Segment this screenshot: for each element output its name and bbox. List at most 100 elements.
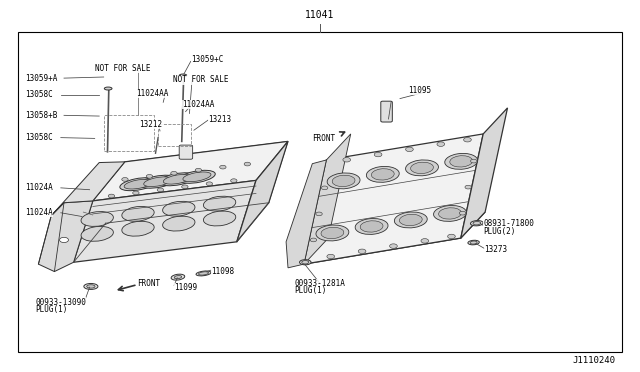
Text: 11024A: 11024A: [26, 208, 53, 217]
Text: PLUG(1): PLUG(1): [35, 305, 68, 314]
Ellipse shape: [438, 208, 461, 219]
Text: 11024AA: 11024AA: [136, 89, 168, 98]
Ellipse shape: [174, 276, 182, 279]
Text: FRONT: FRONT: [312, 134, 335, 143]
Ellipse shape: [104, 87, 112, 90]
Ellipse shape: [196, 271, 211, 276]
Circle shape: [220, 165, 226, 169]
Text: NOT FOR SALE: NOT FOR SALE: [173, 76, 228, 84]
Ellipse shape: [122, 221, 154, 236]
Ellipse shape: [327, 173, 360, 189]
Ellipse shape: [122, 206, 154, 221]
Polygon shape: [93, 141, 288, 201]
Text: 13058C: 13058C: [26, 133, 53, 142]
Ellipse shape: [204, 196, 236, 211]
Polygon shape: [74, 180, 256, 262]
Ellipse shape: [87, 285, 95, 288]
FancyBboxPatch shape: [179, 145, 193, 159]
Ellipse shape: [360, 221, 383, 232]
Text: 00933-1281A: 00933-1281A: [294, 279, 345, 288]
Polygon shape: [51, 162, 125, 216]
Ellipse shape: [394, 212, 428, 228]
Text: 13213: 13213: [208, 115, 231, 124]
Ellipse shape: [84, 283, 98, 289]
Ellipse shape: [120, 178, 157, 191]
Text: 00933-13090: 00933-13090: [35, 298, 86, 307]
Circle shape: [447, 234, 455, 239]
Circle shape: [465, 185, 471, 189]
Ellipse shape: [321, 227, 344, 238]
Polygon shape: [304, 212, 485, 264]
Ellipse shape: [406, 160, 438, 176]
Circle shape: [206, 182, 212, 186]
Circle shape: [108, 194, 115, 198]
Ellipse shape: [171, 274, 185, 280]
Circle shape: [421, 239, 429, 243]
Polygon shape: [237, 141, 288, 242]
Text: PLUG(2): PLUG(2): [483, 227, 516, 236]
Text: 11099: 11099: [174, 283, 197, 292]
Circle shape: [437, 142, 445, 146]
Ellipse shape: [332, 175, 355, 186]
Text: 13058C: 13058C: [26, 90, 53, 99]
Circle shape: [230, 179, 237, 183]
Ellipse shape: [140, 175, 176, 188]
Text: 11024A: 11024A: [26, 183, 53, 192]
Bar: [18, 32, 622, 352]
Text: 11095: 11095: [408, 86, 431, 94]
Ellipse shape: [468, 240, 479, 245]
Circle shape: [60, 237, 68, 243]
Ellipse shape: [470, 221, 483, 226]
Circle shape: [374, 153, 382, 157]
Ellipse shape: [179, 74, 187, 77]
Circle shape: [406, 147, 413, 151]
Circle shape: [316, 212, 323, 216]
Ellipse shape: [433, 205, 467, 221]
Circle shape: [310, 238, 317, 242]
Circle shape: [343, 158, 351, 162]
Circle shape: [321, 186, 328, 190]
Circle shape: [132, 191, 139, 195]
Ellipse shape: [163, 174, 191, 184]
Polygon shape: [461, 108, 508, 238]
Ellipse shape: [124, 179, 152, 189]
Circle shape: [358, 249, 366, 254]
Circle shape: [182, 185, 188, 189]
Polygon shape: [286, 160, 326, 268]
Circle shape: [463, 138, 471, 142]
Ellipse shape: [399, 214, 422, 225]
Text: J1110240: J1110240: [573, 356, 616, 365]
Ellipse shape: [470, 241, 477, 244]
Circle shape: [157, 188, 164, 192]
Circle shape: [244, 162, 251, 166]
Ellipse shape: [144, 177, 172, 186]
Bar: [158, 124, 191, 146]
Ellipse shape: [316, 225, 349, 241]
Ellipse shape: [300, 260, 311, 265]
Ellipse shape: [163, 201, 195, 216]
Circle shape: [122, 177, 128, 181]
Circle shape: [327, 254, 335, 259]
Polygon shape: [38, 201, 93, 272]
Ellipse shape: [179, 170, 215, 183]
Text: 11098: 11098: [211, 267, 234, 276]
Text: PLUG(1): PLUG(1): [294, 286, 327, 295]
Circle shape: [470, 159, 477, 163]
Circle shape: [147, 174, 152, 178]
Polygon shape: [304, 134, 483, 264]
Text: 11041: 11041: [305, 10, 335, 20]
Ellipse shape: [204, 211, 236, 226]
Text: 13212: 13212: [140, 120, 163, 129]
Ellipse shape: [183, 172, 211, 182]
Polygon shape: [304, 134, 351, 264]
Circle shape: [171, 171, 177, 175]
Polygon shape: [106, 141, 288, 223]
Text: 08931-71800: 08931-71800: [483, 219, 534, 228]
Ellipse shape: [450, 156, 472, 167]
Text: 13059+C: 13059+C: [191, 55, 223, 64]
Text: 13058+B: 13058+B: [26, 111, 58, 120]
Ellipse shape: [366, 166, 399, 182]
Text: 13059+A: 13059+A: [26, 74, 58, 83]
Ellipse shape: [159, 173, 196, 186]
Ellipse shape: [81, 212, 113, 227]
